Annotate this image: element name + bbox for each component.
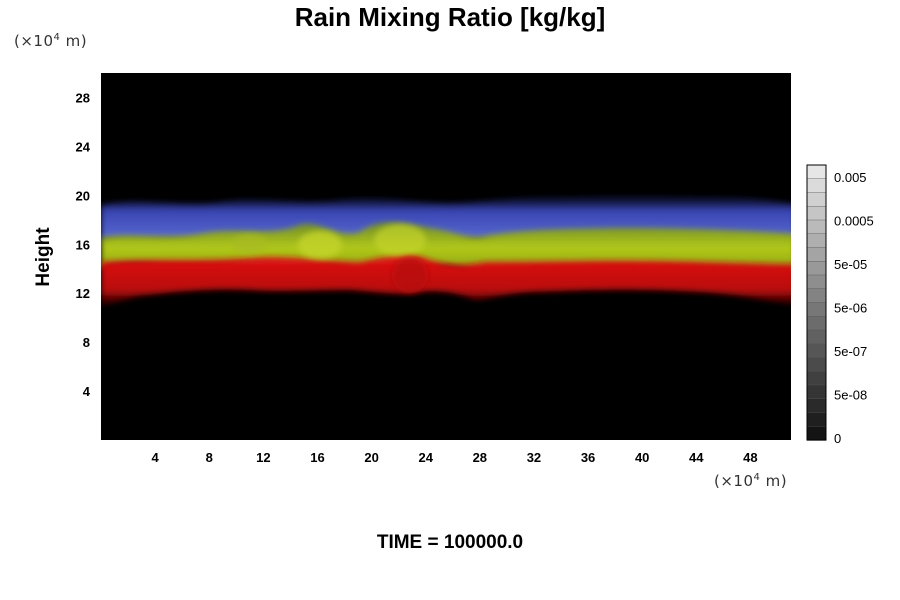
x-tick-label: 24: [418, 450, 433, 465]
y-axis-ticks: 4 8 12 16 20 24 28: [76, 90, 91, 399]
x-tick-label: 48: [743, 450, 757, 465]
colorbar-level: [806, 398, 827, 414]
colorbar-label: 0.0005: [834, 214, 874, 229]
colorbar-level: [806, 233, 827, 249]
colorbar-level: [806, 426, 827, 441]
y-tick-label: 28: [76, 90, 90, 105]
colorbar-level: [806, 288, 827, 304]
y-tick-label: 4: [83, 384, 91, 399]
eddy-3: [232, 234, 268, 254]
colorbar-label: 0.005: [834, 170, 867, 185]
colorbar-level: [806, 178, 827, 194]
x-tick-label: 12: [256, 450, 270, 465]
colorbar-level: [806, 412, 827, 427]
chart-title: Rain Mixing Ratio [kg/kg]: [294, 2, 606, 32]
y-tick-label: 16: [76, 237, 90, 252]
colorbar-level: [806, 192, 827, 207]
time-label: TIME = 100000.0: [376, 532, 524, 553]
colorbar-label: 5e-08: [834, 388, 867, 403]
x-tick-label: 20: [364, 450, 378, 465]
eddy-1: [298, 231, 342, 259]
colorbar-level: [806, 206, 827, 221]
colorbar-level: [806, 247, 827, 262]
colorbar-level: [806, 261, 827, 276]
x-tick-label: 44: [689, 450, 704, 465]
y-tick-label: 8: [83, 335, 90, 350]
x-tick-label: 40: [635, 450, 649, 465]
colorbar-level: [806, 371, 827, 386]
colorbar-frame: [806, 164, 827, 441]
colorbar-label: 5e-05: [834, 257, 867, 272]
colorbar-level: [806, 384, 827, 400]
y-axis-unit: (×104 m): [14, 32, 88, 50]
colorbar-level: [806, 357, 827, 372]
colorbar-level: [806, 302, 827, 317]
colorbar-label: 5e-07: [834, 344, 867, 359]
colorbar-label: 5e-06: [834, 301, 867, 316]
x-tick-label: 32: [527, 450, 541, 465]
band-red: [101, 255, 791, 306]
y-tick-label: 12: [76, 286, 90, 301]
colorbar-level: [806, 164, 827, 180]
eddy-2: [374, 224, 426, 256]
y-tick-label: 20: [76, 188, 90, 203]
colorbar-level: [806, 329, 827, 345]
x-tick-label: 16: [310, 450, 324, 465]
y-tick-label: 24: [76, 139, 91, 154]
x-tick-label: 8: [206, 450, 213, 465]
data-bands: [101, 195, 791, 306]
x-axis-ticks: 4 8 12 16 20 24 28 32 36 40 44 48: [152, 450, 758, 465]
x-tick-label: 36: [581, 450, 595, 465]
colorbar-level: [806, 274, 827, 290]
colorbar-level: [806, 219, 827, 235]
x-tick-label: 28: [473, 450, 487, 465]
colorbar-label: 0: [834, 431, 841, 446]
eddy-4: [392, 257, 428, 293]
colorbar-level: [806, 316, 827, 331]
x-axis-unit: (×104 m): [714, 472, 788, 490]
colorbar: 0.005 0.0005 5e-05 5e-06 5e-07 5e-08 0: [806, 164, 874, 446]
colorbar-level: [806, 343, 827, 359]
x-tick-label: 4: [152, 450, 160, 465]
